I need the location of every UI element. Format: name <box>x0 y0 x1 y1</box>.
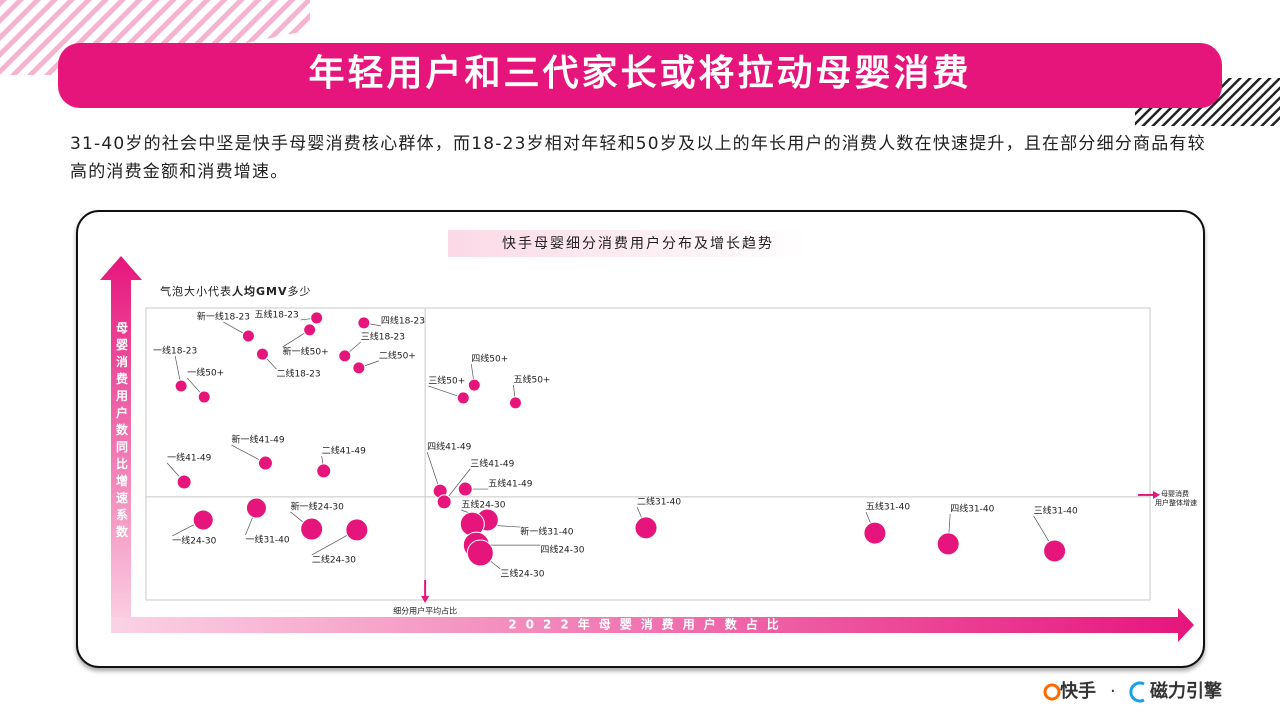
slide-title: 年轻用户和三代家长或将拉动母婴消费 <box>308 52 971 94</box>
bubble <box>508 396 522 410</box>
bubble-label: 五线41-49 <box>488 478 532 490</box>
footer-separator: · <box>1110 681 1116 702</box>
bubble <box>1043 539 1067 563</box>
bubble-label: 四线31-40 <box>950 502 994 514</box>
y-axis-arrow <box>100 256 142 630</box>
bubble-label: 新一线24-30 <box>291 501 344 513</box>
bubble <box>357 316 371 330</box>
bubble-label: 新一线41-49 <box>231 434 284 446</box>
bubble-note: 气泡大小代表人均GMV多少 <box>160 284 312 298</box>
bubble-label: 一线50+ <box>187 367 224 379</box>
bubble <box>245 497 267 519</box>
footer-brand: 快手 <box>1060 680 1096 702</box>
bubble <box>176 474 192 490</box>
bubble-label: 三线50+ <box>428 374 465 386</box>
bubble-label: 四线18-23 <box>381 314 425 326</box>
bubble-label: 三线24-30 <box>500 567 544 579</box>
y-reference-label: 母婴消费 <box>1161 489 1189 498</box>
bubble <box>316 463 332 479</box>
y-reference-label: 用户整体增速 <box>1155 498 1197 507</box>
bubble-label: 一线41-49 <box>167 452 211 464</box>
bubble-label: 三线18-23 <box>361 330 405 342</box>
bubble <box>241 329 255 343</box>
bubble <box>936 532 960 556</box>
bubble <box>338 349 352 363</box>
bubble-label: 新一线31-40 <box>520 526 573 538</box>
bubble <box>352 361 366 375</box>
bubble <box>345 518 369 542</box>
bubble <box>300 517 324 541</box>
chart-title: 快手母婴细分消费用户分布及增长趋势 <box>502 235 774 252</box>
x-reference-label: 细分用户平均占比 <box>393 606 457 616</box>
y-axis-label: 母婴消费用户数同比增速系数 <box>115 321 129 542</box>
bubble-label: 五线31-40 <box>866 501 910 513</box>
bubble-label: 二线50+ <box>379 349 416 361</box>
bubble-label: 五线18-23 <box>255 308 299 320</box>
bubble <box>303 323 317 337</box>
bubble-label: 新一线18-23 <box>197 311 250 323</box>
bubble-label: 一线24-30 <box>172 534 216 546</box>
logo-icon <box>1043 683 1061 701</box>
bubble <box>255 347 269 361</box>
note-text: 气泡大小代表 <box>160 284 232 298</box>
bubble <box>457 481 473 497</box>
bubble-label: 四线50+ <box>471 353 508 365</box>
bubble <box>456 391 470 405</box>
bubble-label: 一线31-40 <box>245 534 289 546</box>
chart-title-bg <box>448 230 808 257</box>
bubble <box>466 539 494 567</box>
bubble-label: 五线50+ <box>513 373 550 385</box>
bubble-label: 五线24-30 <box>461 498 505 510</box>
bubble-label: 二线18-23 <box>276 368 320 380</box>
bubble <box>310 311 324 325</box>
bubble-label: 二线31-40 <box>637 495 681 507</box>
bubble <box>257 455 273 471</box>
bubble-label: 一线18-23 <box>153 344 197 356</box>
bubble-label: 新一线50+ <box>283 345 329 357</box>
x-axis-arrow <box>111 608 1194 642</box>
intro-text: 31-40岁的社会中坚是快手母婴消费核心群体，而18-23岁相对年轻和50岁及以… <box>70 134 1206 182</box>
bubble-label: 三线41-49 <box>470 457 514 469</box>
bubble <box>174 379 188 393</box>
bubble-label: 二线41-49 <box>322 444 366 456</box>
bubble-label: 三线31-40 <box>1034 504 1078 516</box>
y-reference-arrow <box>1153 490 1160 499</box>
bubble <box>197 390 211 404</box>
bubble <box>192 509 214 531</box>
plot-area <box>145 307 1151 601</box>
x-axis-label: 2022年母婴消费用户数占比 <box>508 617 787 632</box>
note-text: 多少 <box>288 284 312 298</box>
bubble-label: 四线41-49 <box>427 441 471 453</box>
footer-brand: 磁力引擎 <box>1150 680 1222 702</box>
bubble-label: 四线24-30 <box>540 544 584 556</box>
bubble <box>863 521 887 545</box>
bubble <box>436 494 452 510</box>
bubble <box>467 378 481 392</box>
bubble-label: 二线24-30 <box>312 553 356 565</box>
logo-icon <box>1129 681 1145 703</box>
note-text: 人均GMV <box>232 284 288 298</box>
x-reference-arrow <box>421 596 430 603</box>
bubble <box>634 516 658 540</box>
title-bar <box>58 43 1222 108</box>
